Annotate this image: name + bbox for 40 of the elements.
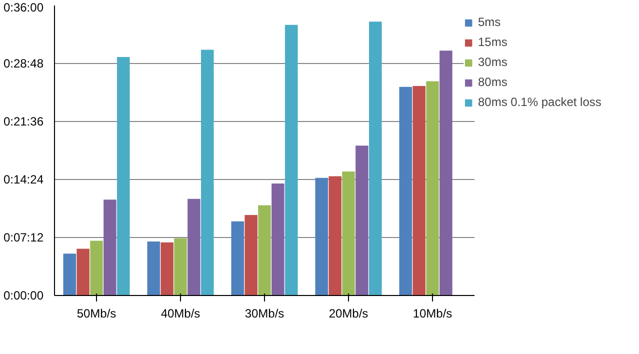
legend-label: 15ms (478, 35, 508, 49)
bar (116, 57, 130, 296)
bar (315, 178, 328, 296)
bar (328, 176, 342, 296)
y-tick-label: 0:14:24 (3, 172, 44, 186)
bar (426, 81, 439, 296)
bar (440, 50, 452, 296)
bar (104, 200, 116, 296)
bar (90, 240, 103, 296)
y-tick-label: 0:21:36 (3, 114, 44, 128)
x-tick-label: 20Mb/s (328, 306, 368, 320)
bar (76, 248, 90, 296)
bar (272, 184, 284, 296)
bar (399, 86, 412, 296)
y-tick-label: 0:00:00 (3, 288, 44, 302)
x-tick-label: 10Mb/s (412, 306, 452, 320)
legend-label: 80ms (478, 75, 508, 89)
y-tick-label: 0:07:12 (3, 230, 44, 244)
bar (342, 171, 355, 296)
bar (200, 50, 214, 296)
bar (284, 24, 298, 296)
bar (174, 238, 187, 296)
y-tick-label: 0:28:48 (3, 56, 44, 70)
x-tick-label: 40Mb/s (160, 306, 200, 320)
legend-label: 5ms (478, 15, 501, 29)
bar (368, 22, 382, 296)
x-tick-label: 30Mb/s (244, 306, 284, 320)
bar (231, 221, 244, 296)
bar (412, 86, 426, 296)
x-tick-label: 50Mb/s (76, 306, 116, 320)
bar (356, 146, 368, 296)
bar (63, 254, 76, 296)
bar (188, 198, 200, 296)
bar (160, 242, 174, 296)
y-tick-label: 0:36:00 (3, 0, 44, 14)
bar (258, 205, 271, 296)
bar (147, 242, 160, 296)
legend-label: 30ms (478, 55, 508, 69)
bar (244, 214, 258, 296)
legend-label: 80ms 0.1% packet loss (478, 95, 602, 109)
